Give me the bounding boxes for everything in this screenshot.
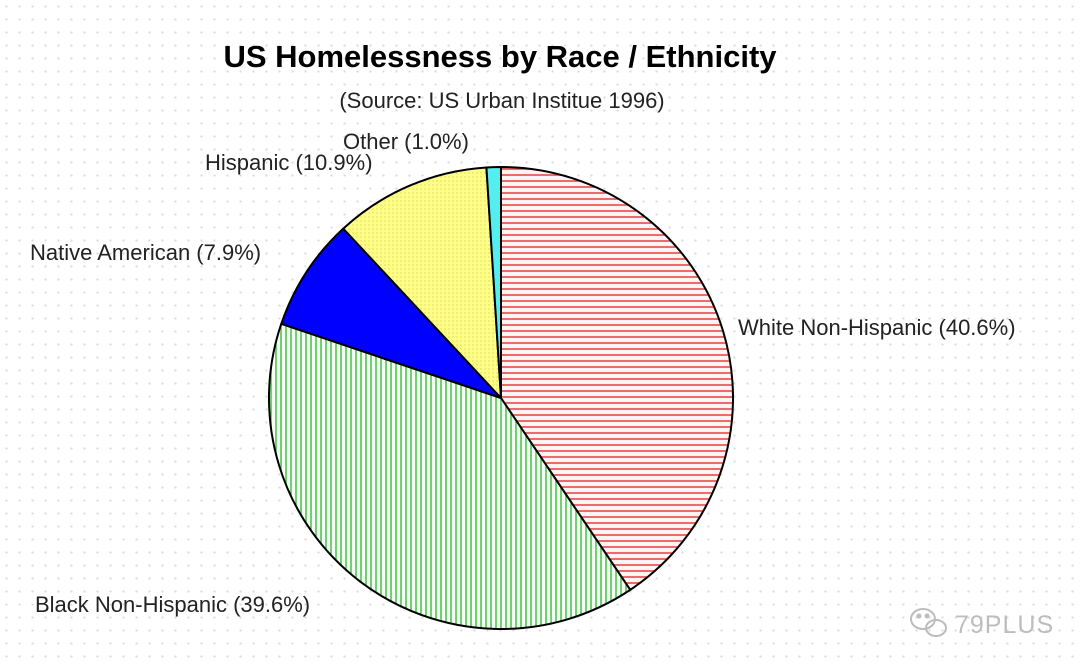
pie-slice-white-non-hispanic xyxy=(500,166,735,591)
pie-slices xyxy=(267,166,735,631)
pie-slice-hispanic xyxy=(342,166,502,399)
pie-labels: White Non-Hispanic (40.6%) Black Non-Hisp… xyxy=(30,129,1016,617)
wechat-icon xyxy=(910,608,947,637)
pie-slice-black-non-hispanic xyxy=(267,322,632,631)
chart-subtitle: (Source: US Urban Institue 1996) xyxy=(339,88,664,113)
pie-label-hispanic: Hispanic (10.9%) xyxy=(205,150,373,175)
pie-slice-native-american xyxy=(280,227,502,399)
pie-slice-other xyxy=(485,166,502,399)
chart-title: US Homelessness by Race / Ethnicity xyxy=(223,39,777,74)
pie-label-native-american: Native American (7.9%) xyxy=(30,240,261,265)
pie-label-other: Other (1.0%) xyxy=(343,129,469,154)
pie-label-white-non-hispanic: White Non-Hispanic (40.6%) xyxy=(738,315,1016,340)
watermark: 79PLUS xyxy=(910,608,1054,639)
watermark-text: 79PLUS xyxy=(955,611,1054,639)
pie-label-black-non-hispanic: Black Non-Hispanic (39.6%) xyxy=(35,592,310,617)
